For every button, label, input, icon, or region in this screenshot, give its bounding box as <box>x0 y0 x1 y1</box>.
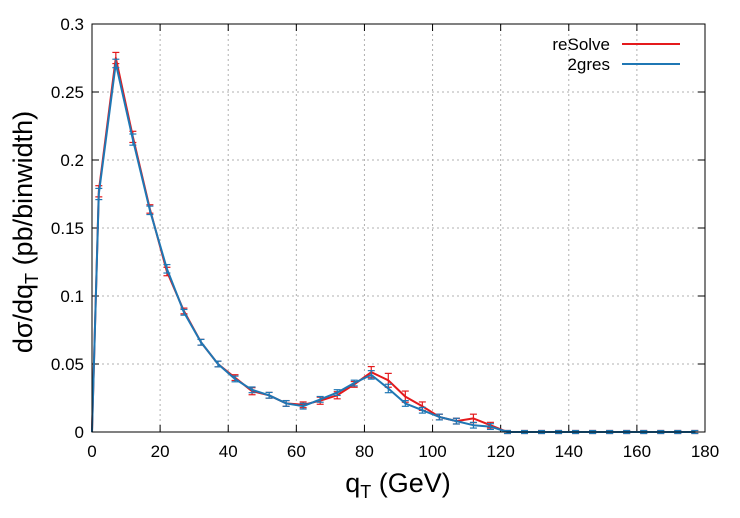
series-line <box>91 62 695 433</box>
x-axis-ticks: 0 20 40 60 80 100 120 140 160 180 <box>87 24 719 461</box>
error-bar <box>180 308 188 316</box>
series-layer <box>91 51 699 435</box>
error-bar <box>418 406 426 414</box>
x-tick-label: 80 <box>355 442 374 461</box>
error-bar <box>214 360 222 368</box>
x-tick-label: 160 <box>623 442 651 461</box>
x-tick-label: 20 <box>151 442 170 461</box>
x-tick-label: 180 <box>691 442 719 461</box>
error-bar <box>469 421 477 429</box>
error-bar <box>384 383 392 394</box>
error-bar <box>367 370 375 380</box>
error-bar <box>197 338 205 346</box>
series-resolve <box>91 51 699 435</box>
x-tick-label: 140 <box>555 442 583 461</box>
y-tick-label: 0.25 <box>51 83 84 102</box>
error-bar <box>282 399 290 407</box>
error-bar <box>112 58 120 69</box>
error-bar <box>95 187 103 201</box>
x-tick-label: 40 <box>219 442 238 461</box>
error-bar <box>333 389 341 397</box>
error-bar <box>248 386 256 394</box>
plot-frame <box>91 23 706 433</box>
error-bar <box>129 133 137 146</box>
y-tick-label: 0.05 <box>51 355 84 374</box>
legend-label-2gres: 2gres <box>567 55 610 74</box>
x-tick-label: 0 <box>87 442 96 461</box>
error-bar <box>435 413 443 421</box>
grid <box>92 24 705 432</box>
y-axis-label: dσ/dqT (pb/binwidth) <box>8 111 42 353</box>
x-axis-label: qT (GeV) <box>345 468 451 502</box>
error-bar <box>265 391 273 399</box>
y-tick-label: 0.2 <box>60 151 84 170</box>
x-tick-label: 60 <box>287 442 306 461</box>
x-tick-label: 100 <box>418 442 446 461</box>
legend: reSolve 2gres <box>552 35 680 74</box>
y-tick-label: 0 <box>75 423 84 442</box>
y-tick-label: 0.3 <box>60 15 84 34</box>
error-bar <box>401 399 409 407</box>
error-bar <box>231 375 239 383</box>
error-bar <box>299 402 307 410</box>
error-bar <box>350 379 358 387</box>
x-tick-label: 120 <box>486 442 514 461</box>
error-bar <box>486 423 494 431</box>
series-2gres <box>91 58 699 435</box>
error-bar <box>452 417 460 425</box>
y-tick-label: 0.1 <box>60 287 84 306</box>
legend-label-resolve: reSolve <box>552 35 610 54</box>
series-line <box>91 57 695 433</box>
y-tick-label: 0.15 <box>51 219 84 238</box>
error-bar <box>163 263 171 274</box>
error-bar <box>316 395 324 403</box>
error-bar <box>146 205 154 216</box>
